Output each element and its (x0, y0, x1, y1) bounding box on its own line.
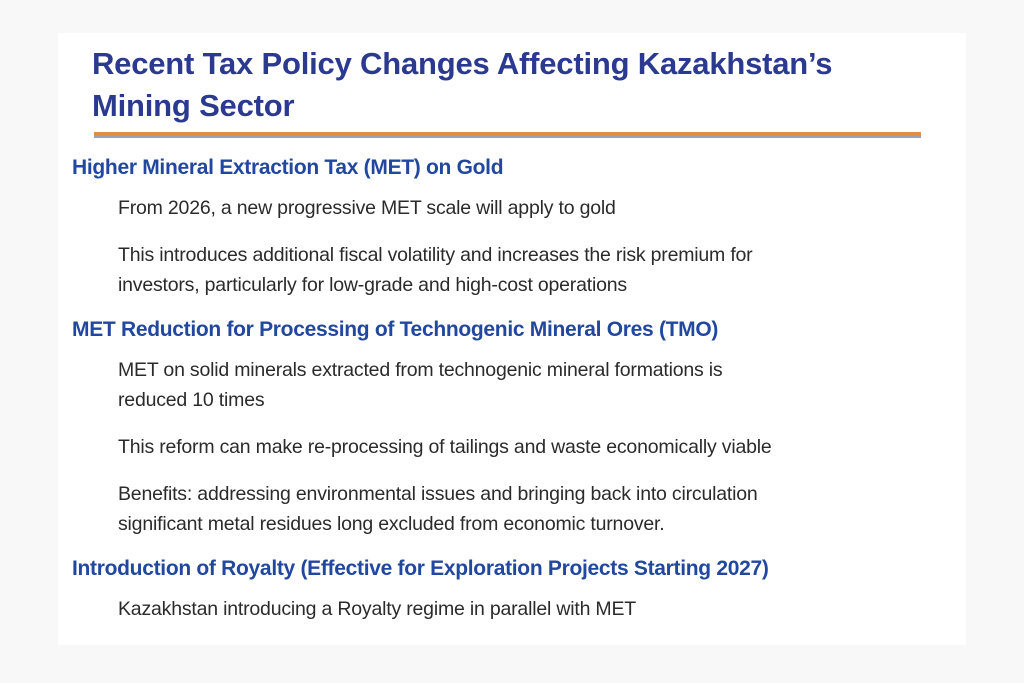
section-heading: MET Reduction for Processing of Technoge… (72, 318, 719, 341)
section-paragraph: This introduces additional fiscal volati… (118, 244, 753, 296)
section-heading: Higher Mineral Extraction Tax (MET) on G… (72, 156, 504, 179)
slide-title: Recent Tax Policy Changes Affecting Kaza… (92, 46, 833, 123)
section-paragraph: This reform can make re-processing of ta… (118, 436, 772, 458)
section-paragraph: From 2026, a new progressive MET scale w… (118, 197, 616, 219)
section-royalty: Introduction of Royalty (Effective for E… (58, 556, 966, 624)
section-paragraph: Benefits: addressing environmental issue… (118, 483, 758, 535)
section-met-gold: Higher Mineral Extraction Tax (MET) on G… (58, 155, 966, 300)
section-met-tmo: MET Reduction for Processing of Technoge… (58, 317, 966, 539)
slide: Recent Tax Policy Changes Affecting Kaza… (58, 33, 966, 645)
accent-divider (94, 132, 921, 138)
section-paragraph: MET on solid minerals extracted from tec… (118, 359, 723, 411)
section-paragraph: Kazakhstan introducing a Royalty regime … (118, 598, 636, 620)
section-heading: Introduction of Royalty (Effective for E… (72, 557, 769, 580)
